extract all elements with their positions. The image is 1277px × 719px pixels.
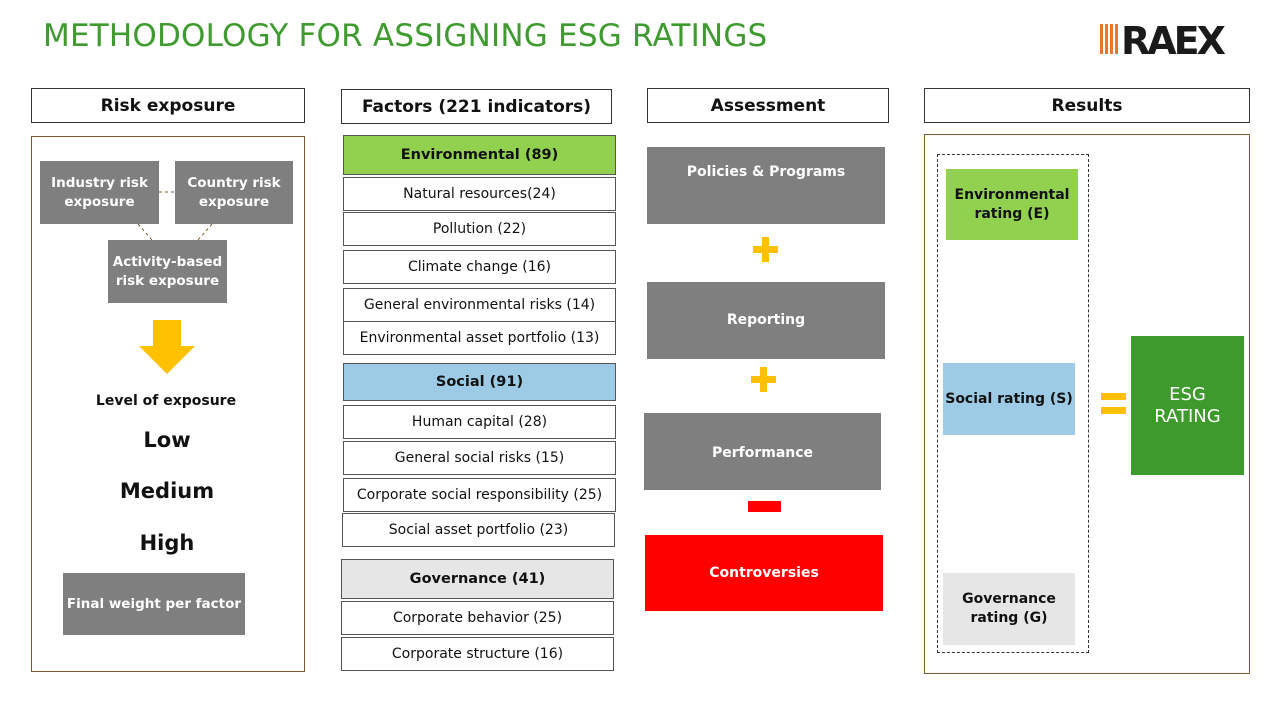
rating-environmental: Environmental rating (E): [946, 169, 1078, 240]
plus-icon: [753, 237, 778, 262]
equals-icon: [1101, 393, 1126, 414]
header-factors: Factors (221 indicators): [341, 89, 612, 124]
logo-text: RAEX: [1121, 22, 1226, 56]
rating-governance-label: Governance rating (G): [962, 591, 1056, 626]
level-of-exposure-label: Level of exposure: [95, 393, 237, 409]
factor-governance-label: Governance (41): [409, 571, 546, 587]
factor-item-label: Environmental asset portfolio (13): [359, 330, 600, 346]
assessment-reporting-label: Reporting: [726, 312, 806, 329]
assessment-policies: Policies & Programs: [647, 147, 885, 224]
header-results: Results: [924, 88, 1250, 123]
factor-item: Corporate behavior (25): [341, 601, 614, 635]
factor-item: General social risks (15): [343, 441, 616, 475]
rating-governance: Governance rating (G): [943, 573, 1075, 645]
down-arrow-icon: [139, 320, 195, 374]
factor-item: Corporate social responsibility (25): [343, 478, 616, 512]
final-weight-box: Final weight per factor: [63, 573, 245, 635]
plus-icon: [751, 367, 776, 392]
factor-item-label: Social asset portfolio (23): [388, 522, 569, 538]
raex-logo-icon: RAEX: [1100, 19, 1229, 63]
factor-item: Corporate structure (16): [341, 637, 614, 671]
industry-risk-label: Industry risk exposure: [51, 175, 148, 210]
rating-social: Social rating (S): [943, 363, 1075, 435]
level-low: Low: [143, 428, 191, 452]
esg-rating-label: ESG RATING: [1154, 383, 1221, 427]
ratings-group-frame: [937, 154, 1089, 653]
header-assessment: Assessment: [647, 88, 889, 123]
factor-item: Social asset portfolio (23): [342, 513, 615, 547]
level-high: High: [139, 531, 195, 555]
header-results-label: Results: [1051, 95, 1123, 116]
factor-item-label: General social risks (15): [394, 450, 565, 466]
factor-governance: Governance (41): [341, 559, 614, 599]
factor-item: Natural resources(24): [343, 177, 616, 211]
factor-item: Environmental asset portfolio (13): [343, 321, 616, 355]
assessment-policies-label: Policies & Programs: [686, 164, 846, 180]
factor-environmental-label: Environmental (89): [400, 147, 559, 163]
factor-item-label: General environmental risks (14): [363, 297, 596, 313]
factor-item: General environmental risks (14): [343, 288, 616, 322]
factor-item-label: Corporate behavior (25): [392, 610, 563, 626]
country-risk-label: Country risk exposure: [187, 175, 281, 210]
page-title: METHODOLOGY FOR ASSIGNING ESG RATINGS: [43, 18, 768, 54]
assessment-reporting: Reporting: [647, 282, 885, 359]
factor-item: Human capital (28): [343, 405, 616, 439]
activity-risk-label: Activity-based risk exposure: [112, 254, 223, 289]
assessment-controversies: Controversies: [645, 535, 883, 611]
assessment-performance: Performance: [644, 413, 881, 490]
header-factors-label: Factors (221 indicators): [361, 96, 592, 117]
factor-item-label: Corporate social responsibility (25): [356, 487, 603, 503]
factor-environmental: Environmental (89): [343, 135, 616, 175]
assessment-performance-label: Performance: [711, 445, 814, 461]
assessment-controversies-label: Controversies: [709, 564, 819, 581]
factor-item-label: Human capital (28): [411, 414, 548, 430]
factor-item-label: Natural resources(24): [403, 186, 556, 202]
factor-item-label: Pollution (22): [432, 221, 527, 237]
esg-rating-box: ESG RATING: [1131, 336, 1244, 475]
factor-item-label: Climate change (16): [407, 259, 552, 275]
industry-risk-box: Industry risk exposure: [40, 161, 159, 224]
rating-social-label: Social rating (S): [945, 390, 1073, 407]
factor-item: Climate change (16): [343, 250, 616, 284]
factor-social: Social (91): [343, 363, 616, 401]
factor-item-label: Corporate structure (16): [391, 646, 564, 662]
country-risk-box: Country risk exposure: [175, 161, 293, 224]
factor-item: Pollution (22): [343, 212, 616, 246]
header-assessment-label: Assessment: [710, 95, 826, 116]
raex-logo: RAEX: [1100, 19, 1250, 63]
activity-risk-box: Activity-based risk exposure: [108, 240, 227, 303]
level-medium: Medium: [119, 479, 215, 503]
header-risk-exposure: Risk exposure: [31, 88, 305, 123]
rating-environmental-label: Environmental rating (E): [954, 186, 1070, 222]
header-risk-label: Risk exposure: [100, 95, 236, 116]
minus-icon: [748, 501, 781, 512]
final-weight-label: Final weight per factor: [66, 595, 242, 612]
factor-social-label: Social (91): [435, 374, 524, 390]
